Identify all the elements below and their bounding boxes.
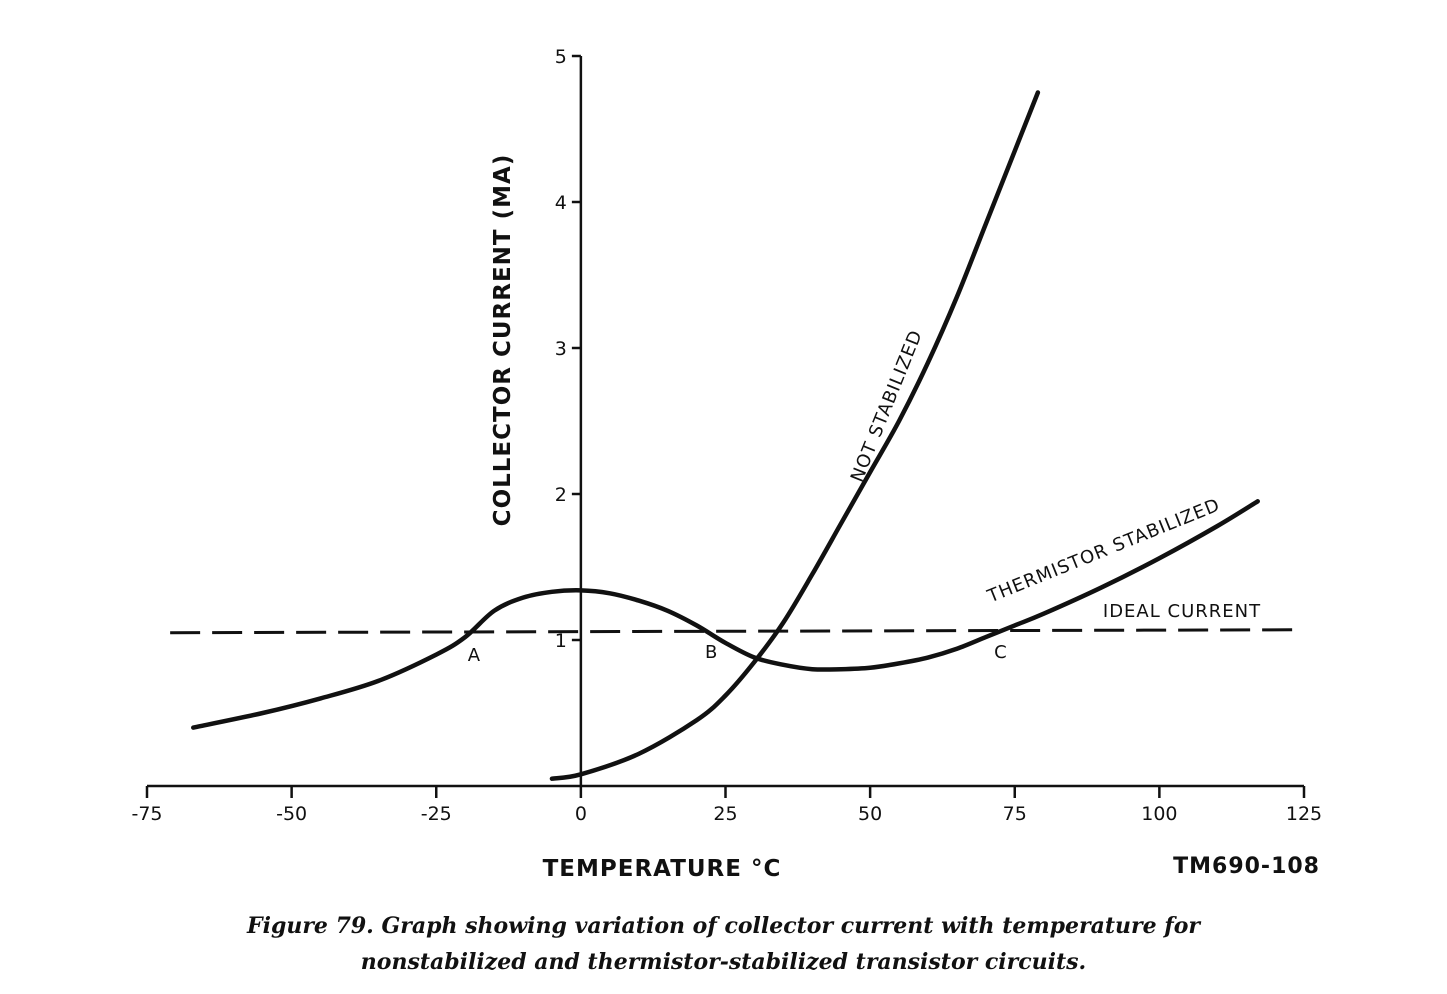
- x-tick-label: 75: [1003, 803, 1027, 825]
- point-labels: A B C: [468, 642, 1007, 666]
- caption-line-2: nonstabilized and thermistor-stabilized …: [360, 949, 1087, 975]
- x-tick-label: 100: [1141, 803, 1177, 825]
- y-axis-title: COLLECTOR CURRENT (MA): [490, 154, 516, 527]
- y-tick-label: 2: [555, 484, 567, 506]
- figure-caption: Figure 79. Graph showing variation of co…: [0, 908, 1447, 980]
- x-tick-label: 25: [713, 803, 737, 825]
- x-tick-label: -50: [276, 803, 307, 825]
- x-axis-title: TEMPERATURE °C: [543, 856, 782, 882]
- y-tick-label: 3: [555, 338, 567, 360]
- series-layer: [170, 90, 1299, 781]
- y-axis-ticks: 1 2 3 4 5: [555, 46, 581, 652]
- series-label-ideal-current: IDEAL CURRENT: [1103, 601, 1261, 622]
- x-tick-label: 0: [575, 803, 587, 825]
- x-tick-label: -25: [421, 803, 452, 825]
- axes: [147, 56, 1304, 788]
- series-label-thermistor-stabilized: THERMISTOR STABILIZED: [984, 495, 1224, 608]
- point-label-c: C: [994, 642, 1007, 663]
- y-tick-label: 5: [555, 46, 567, 68]
- series-label-not-stabilized: NOT STABILIZED: [847, 327, 927, 485]
- point-label-a: A: [468, 645, 481, 666]
- x-tick-label: 125: [1286, 803, 1322, 825]
- x-tick-label: 50: [858, 803, 882, 825]
- caption-line-1: Figure 79. Graph showing variation of co…: [246, 913, 1201, 939]
- x-axis-ticks: -75 -50 -25 0 25 50 75 100 125: [131, 786, 1322, 825]
- y-tick-label: 4: [555, 192, 567, 214]
- series-thermistor-stabilized: [191, 499, 1260, 730]
- y-tick-label: 1: [555, 630, 567, 652]
- point-label-b: B: [705, 642, 717, 663]
- series-ideal-current: [170, 628, 1299, 635]
- x-tick-label: -75: [131, 803, 162, 825]
- plate-id: TM690-108: [1173, 854, 1320, 879]
- series-not-stabilized: [549, 90, 1041, 781]
